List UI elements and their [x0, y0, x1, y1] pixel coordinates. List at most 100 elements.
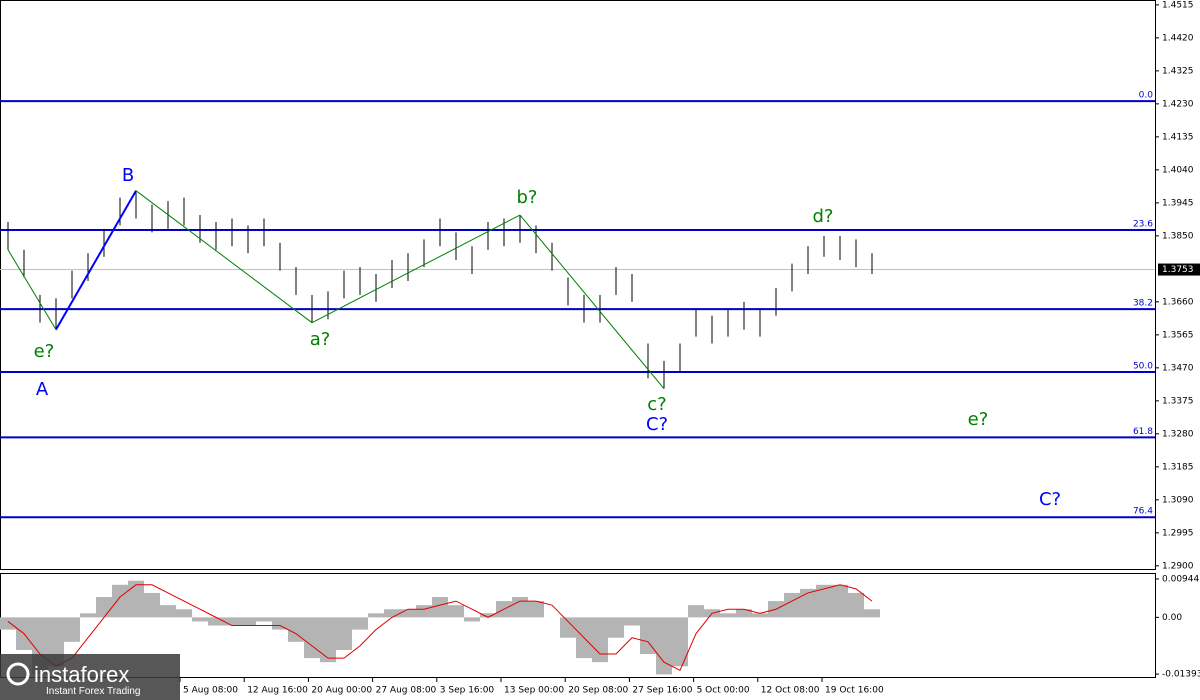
x-tick-label: 19 Oct 16:00 [825, 686, 884, 696]
macd-y-tick-label: 0.00 [1162, 613, 1182, 623]
logo: instaforex Instant Forex Trading [0, 654, 180, 700]
x-tick-label: 27 Aug 08:00 [376, 686, 437, 696]
macd-y-tick-label: 0.00944 [1162, 574, 1199, 584]
fib-label: 50.0 [1133, 362, 1153, 372]
last-price-label: 1.3753 [1162, 265, 1194, 275]
macd-bar [528, 601, 544, 618]
x-tick-label: 20 Sep 08:00 [568, 686, 628, 696]
fib-label: 61.8 [1133, 427, 1153, 437]
y-tick-label: 1.3565 [1162, 330, 1194, 340]
y-tick-label: 1.2995 [1162, 528, 1194, 538]
y-tick-label: 1.3470 [1162, 363, 1194, 373]
logo-icon [6, 662, 30, 686]
macd-bar [256, 617, 272, 622]
macd-bar [112, 584, 128, 618]
macd-bar [608, 617, 624, 638]
macd-bar [224, 617, 240, 626]
macd-bar [272, 617, 288, 630]
macd-bar [448, 605, 464, 618]
y-tick-label: 1.4325 [1162, 66, 1194, 76]
wave-label: c? [647, 394, 666, 415]
wave-line [7, 249, 57, 330]
macd-bar [656, 617, 672, 675]
y-tick-label: 1.4230 [1162, 99, 1194, 109]
macd-bar [800, 588, 816, 618]
macd-bar [720, 613, 736, 618]
y-tick-label: 1.3850 [1162, 231, 1194, 241]
logo-tagline: Instant Forex Trading [46, 686, 141, 697]
macd-bar [80, 613, 96, 618]
macd-bar [464, 617, 480, 622]
wave-label: e? [34, 341, 55, 362]
macd-bar [304, 617, 320, 659]
macd-bar [416, 605, 432, 618]
macd-bar [752, 613, 768, 618]
x-tick-label: 20 Aug 00:00 [311, 686, 372, 696]
macd-bar [624, 617, 640, 626]
wave-label: C? [1039, 489, 1061, 510]
macd-bar [640, 617, 656, 655]
x-tick-label: 5 Oct 00:00 [697, 686, 750, 696]
wave-label: a? [310, 329, 331, 350]
fib-label: 23.6 [1133, 219, 1153, 229]
macd-bar [368, 613, 384, 618]
fib-label: 0.0 [1139, 91, 1154, 101]
macd-bar [592, 617, 608, 663]
y-tick-label: 1.3185 [1162, 462, 1194, 472]
x-tick-label: 5 Aug 08:00 [183, 686, 238, 696]
macd-bar [160, 605, 176, 618]
wave-label: d? [813, 206, 834, 227]
macd-bar [336, 617, 352, 650]
macd-bar [784, 592, 800, 618]
y-tick-label: 1.4515 [1162, 0, 1194, 10]
y-tick-label: 1.3660 [1162, 297, 1194, 307]
wave-line [519, 214, 665, 390]
wave-line [311, 214, 521, 324]
wave-label: B [122, 165, 134, 186]
wave-label: b? [517, 187, 538, 208]
macd-bar [288, 617, 304, 642]
macd-bar [560, 617, 576, 638]
macd-bar [384, 609, 400, 618]
macd-bar [864, 609, 880, 618]
wave-line [55, 190, 137, 331]
macd-bar [128, 580, 144, 618]
y-tick-label: 1.3090 [1162, 495, 1194, 505]
logo-name: instaforex [34, 662, 129, 687]
price-panel-frame [0, 0, 1156, 570]
fib-label: 76.4 [1133, 507, 1153, 517]
macd-bar [352, 617, 368, 630]
macd-bar [832, 584, 848, 618]
macd-bar [816, 584, 832, 618]
last-price-box [1158, 263, 1200, 276]
logo-background [0, 654, 180, 700]
y-tick-label: 1.2900 [1162, 561, 1194, 571]
macd-bar [240, 617, 256, 626]
macd-bar [672, 617, 688, 667]
wave-line [135, 190, 313, 324]
x-tick-label: 27 Sep 16:00 [632, 686, 692, 696]
macd-bar [480, 613, 496, 618]
x-tick-label: 12 Aug 16:00 [247, 686, 308, 696]
macd-bar [208, 617, 224, 626]
y-tick-label: 1.3280 [1162, 429, 1194, 439]
macd-bar [432, 597, 448, 618]
y-tick-label: 1.4420 [1162, 33, 1194, 43]
macd-bar [0, 617, 16, 630]
y-tick-label: 1.4135 [1162, 132, 1194, 142]
y-tick-label: 1.3375 [1162, 396, 1194, 406]
fib-label: 38.2 [1133, 299, 1153, 309]
macd-bar [512, 597, 528, 618]
y-tick-label: 1.4040 [1162, 165, 1194, 175]
x-tick-label: 13 Sep 00:00 [504, 686, 564, 696]
macd-bar [144, 592, 160, 618]
y-tick-label: 1.3945 [1162, 198, 1194, 208]
macd-bar [192, 617, 208, 622]
macd-bar [848, 592, 864, 618]
macd-bar [96, 597, 112, 618]
macd-bar [736, 609, 752, 618]
macd-bar [320, 617, 336, 663]
macd-bar [400, 609, 416, 618]
